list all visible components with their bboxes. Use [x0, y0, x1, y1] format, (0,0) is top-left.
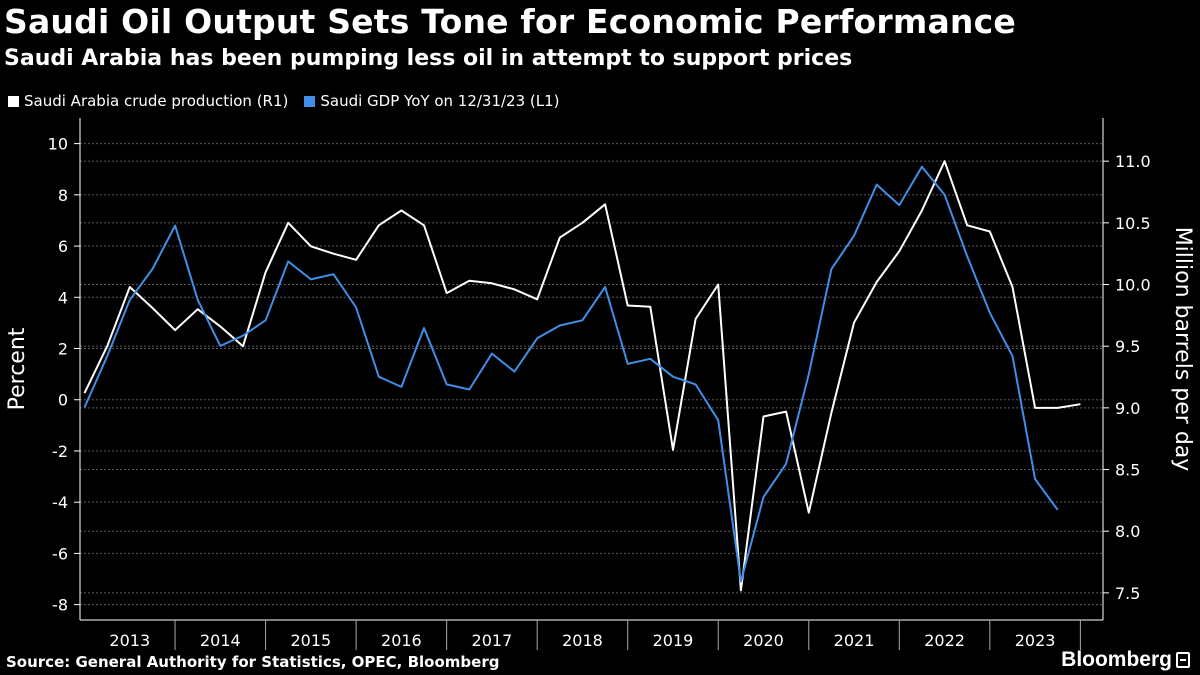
right-axis-title: Million barrels per day [1170, 227, 1195, 472]
bloomberg-terminal-icon [1176, 652, 1190, 668]
legend-swatch-gdp [304, 95, 316, 107]
chart-subtitle: Saudi Arabia has been pumping less oil i… [4, 46, 853, 71]
chart-legend: Saudi Arabia crude production (R1) Saudi… [8, 92, 576, 110]
right-tick-label: 11.0 [1115, 152, 1151, 171]
series-line-production [83, 160, 1081, 592]
x-tick-label: 2023 [1015, 631, 1056, 650]
right-tick-label: 9.0 [1115, 399, 1140, 418]
x-tick-label: 2022 [924, 631, 965, 650]
series-line-gdp [83, 165, 1059, 583]
x-tick-label: 2018 [562, 631, 603, 650]
x-tick-label: 2013 [109, 631, 150, 650]
x-tick-label: 2015 [290, 631, 331, 650]
right-tick-label: 7.5 [1115, 584, 1140, 603]
right-tick-label: 8.5 [1115, 461, 1140, 480]
legend-swatch-production [8, 95, 19, 107]
right-tick-label: 9.5 [1115, 337, 1140, 356]
left-tick-label: 8 [58, 186, 68, 205]
legend-label-gdp: Saudi GDP YoY on 12/31/23 (L1) [320, 92, 560, 110]
left-tick-label: 2 [58, 340, 68, 359]
x-tick-label: 2019 [653, 631, 694, 650]
legend-label-production: Saudi Arabia crude production (R1) [24, 92, 289, 110]
legend-item-gdp: Saudi GDP YoY on 12/31/23 (L1) [304, 92, 560, 110]
left-tick-label: 0 [58, 391, 68, 410]
left-tick-label: -4 [52, 493, 68, 512]
chart-title: Saudi Oil Output Sets Tone for Economic … [4, 2, 1016, 41]
bloomberg-logo: Bloomberg [1061, 648, 1190, 672]
x-tick-label: 2016 [381, 631, 422, 650]
left-tick-label: -2 [52, 442, 68, 461]
left-tick-label: 6 [58, 237, 68, 256]
left-axis-title: Percent [5, 327, 30, 410]
right-tick-label: 10.5 [1115, 214, 1151, 233]
left-tick-label: 4 [58, 288, 68, 307]
left-tick-label: -6 [52, 544, 68, 563]
brand-name: Bloomberg [1061, 648, 1172, 671]
source-note: Source: General Authority for Statistics… [6, 653, 500, 671]
x-tick-label: 2014 [200, 631, 241, 650]
x-tick-label: 2020 [743, 631, 784, 650]
x-tick-label: 2021 [834, 631, 875, 650]
x-tick-label: 2017 [472, 631, 513, 650]
left-tick-label: -8 [52, 596, 68, 615]
right-tick-label: 10.0 [1115, 276, 1151, 295]
left-tick-label: 10 [48, 135, 68, 154]
legend-item-production: Saudi Arabia crude production (R1) [8, 92, 288, 110]
right-tick-label: 8.0 [1115, 522, 1140, 541]
